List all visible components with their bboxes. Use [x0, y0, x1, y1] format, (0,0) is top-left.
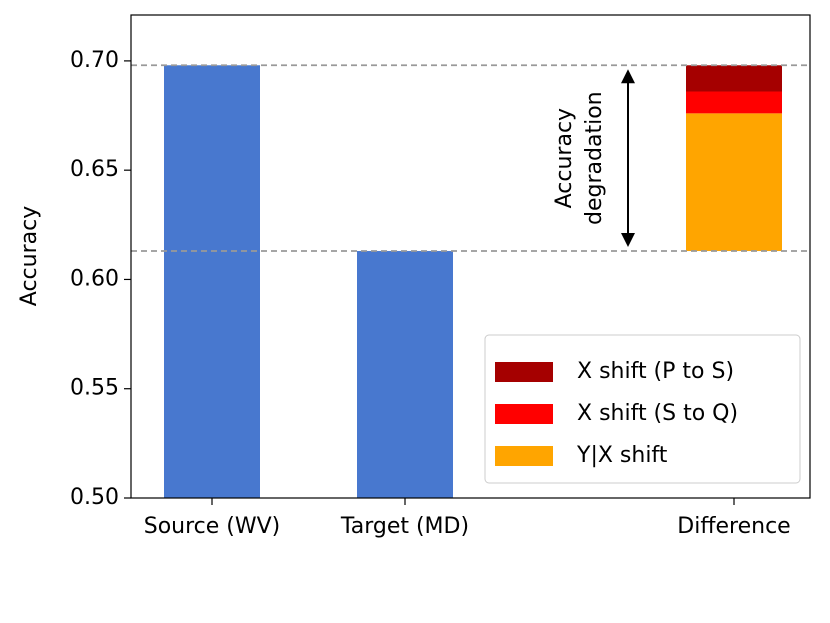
y-tick-label: 0.60 [70, 266, 119, 291]
y-tick-label: 0.50 [70, 485, 119, 510]
arrow-head [621, 69, 635, 84]
bar [357, 251, 453, 498]
legend-label: X shift (S to Q) [577, 401, 738, 426]
y-tick-label: 0.65 [70, 157, 119, 182]
legend-swatch [495, 404, 553, 424]
legend-box [484, 334, 801, 484]
stack-segment [686, 91, 782, 114]
bar [164, 65, 260, 498]
legend-label: X shift (P to S) [577, 359, 734, 384]
stack-segment [686, 113, 782, 252]
y-axis-label: Accuracy [17, 206, 42, 306]
legend-swatch [495, 362, 553, 382]
y-tick-label: 0.55 [70, 376, 119, 401]
x-tick-label: Difference [677, 514, 790, 539]
arrow-head [621, 233, 635, 248]
annotation: degradation [582, 91, 607, 225]
y-tick-label: 0.70 [70, 48, 119, 73]
annotation: Accuracy [552, 108, 577, 208]
x-tick-label: Source (WV) [144, 514, 281, 539]
legend-label: Y|X shift [576, 443, 668, 468]
stack-segment [686, 65, 782, 92]
x-tick-label: Target (MD) [340, 514, 469, 539]
axes-frame [130, 14, 811, 499]
legend-swatch [495, 446, 553, 466]
